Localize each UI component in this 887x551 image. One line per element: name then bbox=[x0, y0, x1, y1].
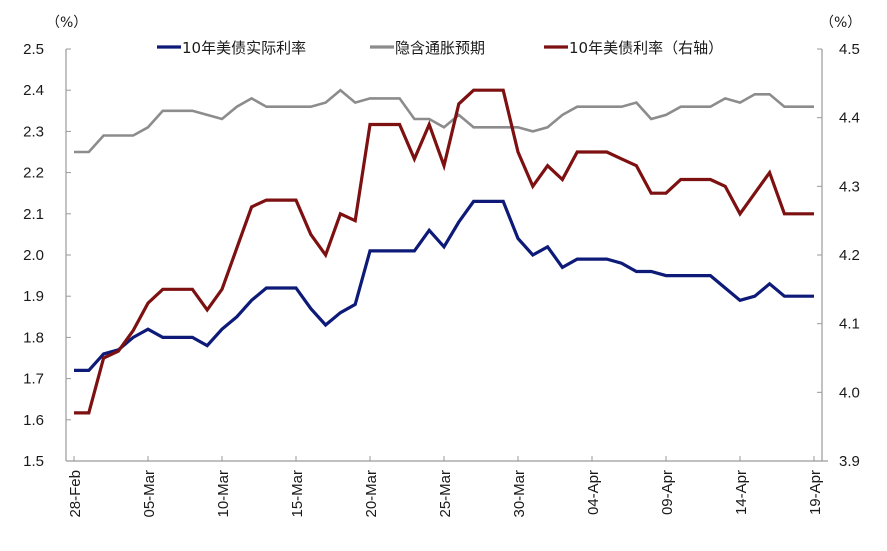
x-axis-tick-label: 15-Mar bbox=[289, 470, 306, 518]
left-axis-unit-label: （%） bbox=[46, 15, 87, 31]
x-axis-tick-label: 20-Mar bbox=[363, 470, 380, 518]
x-axis-tick-label: 19-Apr bbox=[807, 470, 824, 515]
x-axis-tick-label: 10-Mar bbox=[215, 470, 232, 518]
series-10y-yield-line bbox=[74, 88, 814, 415]
series-lines bbox=[74, 88, 814, 415]
x-axis-tick-label: 04-Apr bbox=[585, 470, 602, 515]
right-y-axis: 4.5 4.4 4.3 4.2 4.1 4.0 3.9 bbox=[817, 41, 860, 470]
left-axis-tick-label: 1.5 bbox=[23, 453, 44, 470]
right-axis-tick-label: 4.3 bbox=[839, 178, 860, 195]
series-real-rate-line bbox=[74, 199, 814, 372]
left-axis-tick-label: 1.7 bbox=[23, 371, 44, 388]
right-axis-tick-label: 4.4 bbox=[839, 110, 860, 127]
legend-label-0: 10年美债实际利率 bbox=[182, 39, 306, 57]
right-axis-tick-label: 3.9 bbox=[839, 453, 860, 470]
left-axis-tick-label: 2.0 bbox=[23, 247, 44, 264]
left-axis-tick-label: 2.4 bbox=[23, 82, 44, 99]
right-axis-tick-label: 4.0 bbox=[839, 384, 860, 401]
right-axis-tick-label: 4.5 bbox=[839, 41, 860, 58]
x-axis-tick-label: 25-Mar bbox=[437, 470, 454, 518]
x-axis-tick-label: 05-Mar bbox=[141, 470, 158, 518]
right-axis-tick-label: 4.2 bbox=[839, 247, 860, 264]
legend-label-2: 10年美债利率（右轴） bbox=[569, 39, 723, 57]
left-y-axis: 2.5 2.4 2.3 2.2 2.1 2.0 1.9 1.8 1.7 1.6 1.5 bbox=[23, 41, 71, 470]
left-axis-tick-label: 2.5 bbox=[23, 41, 44, 58]
legend: 10年美债实际利率 隐含通胀预期 10年美债利率（右轴） bbox=[157, 39, 723, 57]
left-axis-tick-label: 2.2 bbox=[23, 165, 44, 182]
x-axis-tick-label: 28-Feb bbox=[67, 470, 84, 518]
right-axis-tick-label: 4.1 bbox=[839, 316, 860, 333]
left-axis-tick-label: 1.8 bbox=[23, 329, 44, 346]
x-axis: 28-Feb 05-Mar 10-Mar 15-Mar 20-Mar 25-Mar 30-M… bbox=[66, 456, 828, 518]
x-axis-tick-label: 09-Apr bbox=[659, 470, 676, 515]
right-axis-unit-label: （%） bbox=[820, 15, 861, 31]
x-axis-tick-label: 14-Apr bbox=[733, 470, 750, 515]
series-breakeven-inflation-line bbox=[74, 88, 814, 154]
left-axis-tick-label: 2.1 bbox=[23, 206, 44, 223]
legend-label-1: 隐含通胀预期 bbox=[395, 39, 485, 57]
x-axis-tick-label: 30-Mar bbox=[511, 470, 528, 518]
left-axis-tick-label: 1.9 bbox=[23, 288, 44, 305]
left-axis-tick-label: 2.3 bbox=[23, 123, 44, 140]
left-axis-tick-label: 1.6 bbox=[23, 412, 44, 429]
